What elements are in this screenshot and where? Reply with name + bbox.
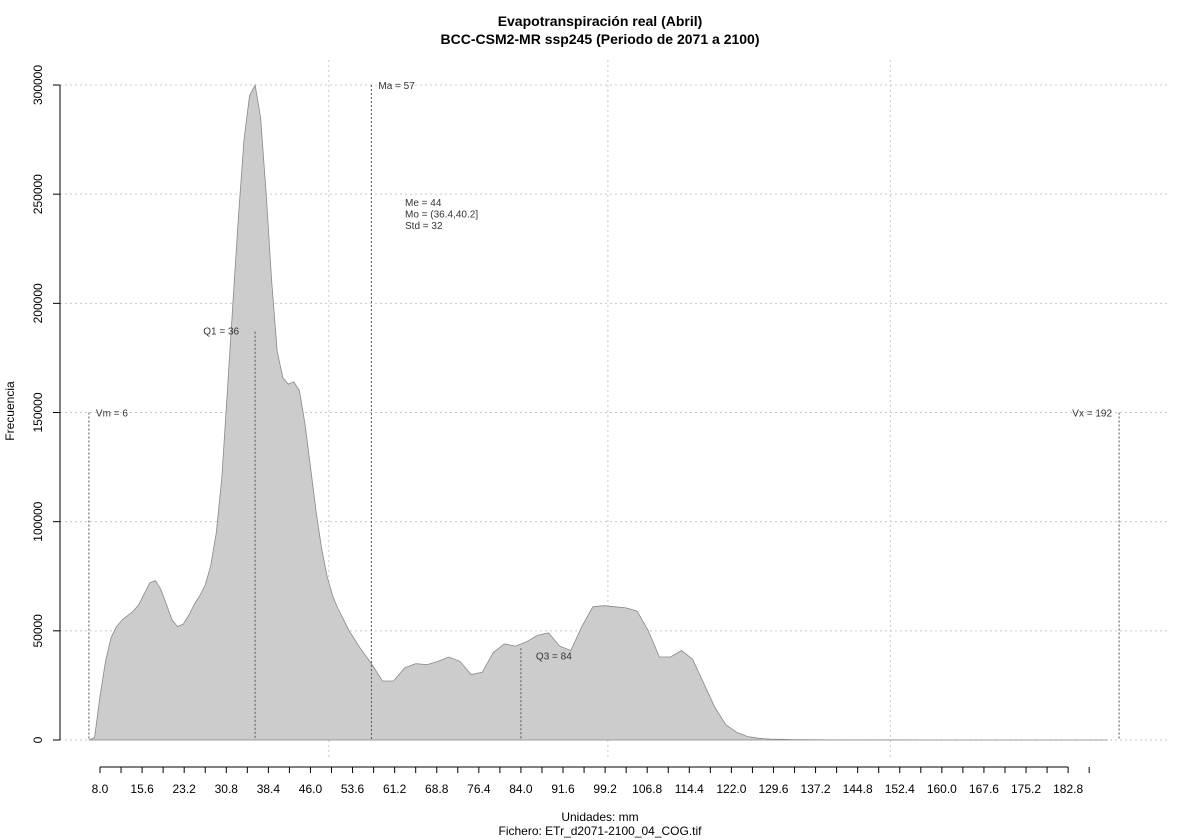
x-tick-label: 38.4 [257, 782, 281, 796]
x-tick-label: 122.0 [716, 782, 746, 796]
file-caption: Fichero: ETr_d2071-2100_04_COG.tif [498, 824, 702, 838]
vm-label: Vm = 6 [96, 409, 128, 420]
stats-label-0: Me = 44 [405, 198, 442, 209]
y-tick-label: 300000 [31, 65, 45, 105]
x-tick-label: 46.0 [299, 782, 323, 796]
x-tick-label: 182.8 [1053, 782, 1083, 796]
density-area [88, 83, 1108, 741]
q1-label: Q1 = 36 [203, 327, 239, 338]
x-axis-label: Unidades: mm [561, 810, 639, 824]
y-tick-label: 150000 [31, 392, 45, 432]
x-tick-label: 15.6 [130, 782, 154, 796]
x-tick-label: 160.0 [927, 782, 957, 796]
x-tick-label: 84.0 [509, 782, 533, 796]
chart-title: Evapotranspiración real (Abril) [497, 13, 703, 29]
x-tick-label: 68.8 [425, 782, 449, 796]
y-tick-label: 50000 [31, 614, 45, 648]
y-tick-label: 0 [31, 736, 45, 743]
vx-label: Vx = 192 [1072, 409, 1112, 420]
x-tick-label: 152.4 [885, 782, 915, 796]
x-tick-label: 129.6 [758, 782, 788, 796]
x-tick-label: 8.0 [92, 782, 109, 796]
chart-subtitle: BCC-CSM2-MR ssp245 (Periodo de 2071 a 21… [440, 31, 760, 47]
y-tick-label: 100000 [31, 501, 45, 541]
y-tick-label: 200000 [31, 283, 45, 323]
x-tick-label: 23.2 [173, 782, 197, 796]
ma-label: Ma = 57 [378, 81, 415, 92]
x-tick-label: 91.6 [551, 782, 575, 796]
x-tick-label: 53.6 [341, 782, 365, 796]
x-tick-label: 106.8 [632, 782, 662, 796]
x-tick-label: 137.2 [801, 782, 831, 796]
stats-label-2: Std = 32 [405, 221, 443, 232]
x-tick-label: 30.8 [215, 782, 239, 796]
x-tick-label: 99.2 [593, 782, 617, 796]
x-tick-label: 114.4 [675, 782, 704, 796]
stats-label-1: Mo = (36.4,40.2] [405, 210, 478, 221]
x-tick-label: 167.6 [969, 782, 999, 796]
x-tick-label: 175.2 [1011, 782, 1041, 796]
x-tick-label: 144.8 [843, 782, 873, 796]
q3-label: Q3 = 84 [536, 651, 572, 662]
y-tick-label: 250000 [31, 174, 45, 214]
x-tick-label: 76.4 [467, 782, 491, 796]
x-tick-label: 61.2 [383, 782, 407, 796]
